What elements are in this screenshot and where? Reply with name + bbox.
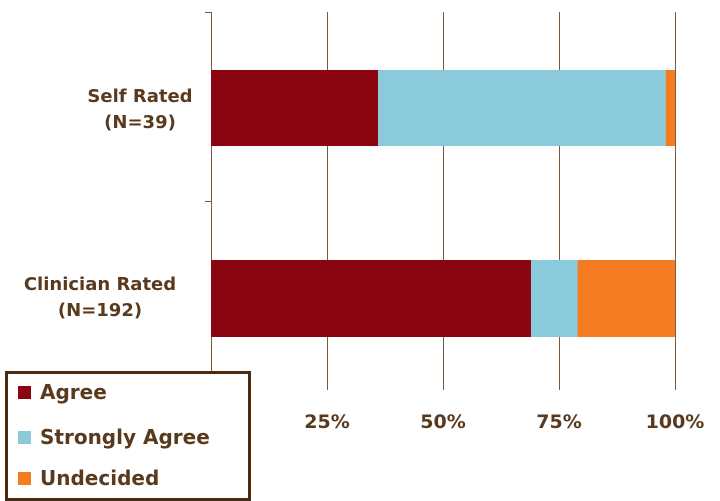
x-tick-label-25: 25% [304, 411, 349, 433]
bar-0-agree [211, 70, 379, 146]
legend-label-strongly-agree: Strongly Agree [40, 425, 210, 449]
x-tick-label-50: 50% [420, 411, 465, 433]
category-label-clinician-rated-n: (N=192) [57, 300, 143, 321]
bar-0-undecided [665, 70, 675, 146]
bar-0-strongly-agree [378, 70, 666, 146]
category-label-clinician-rated-name: Clinician Rated [23, 274, 177, 295]
x-tick-label-75: 75% [536, 411, 581, 433]
category-label-self-rated-name: Self Rated [87, 86, 193, 107]
legend-swatch-undecided [18, 472, 31, 485]
category-label-self-rated-n: (N=39) [104, 112, 176, 133]
chart-legend: Agree Strongly Agree Undecided [5, 371, 251, 501]
category-label-clinician-rated: Clinician Rated (N=192) [5, 272, 195, 324]
category-label-self-rated: Self Rated (N=39) [45, 84, 235, 136]
bar-1-agree [211, 260, 532, 337]
bar-1-undecided [577, 260, 675, 337]
legend-swatch-strongly-agree [18, 431, 31, 444]
legend-label-agree: Agree [40, 380, 107, 404]
legend-label-undecided: Undecided [40, 466, 160, 490]
bar-1-strongly-agree [531, 260, 578, 337]
x-tick-label-100: 100% [646, 411, 705, 433]
legend-swatch-agree [18, 386, 31, 399]
